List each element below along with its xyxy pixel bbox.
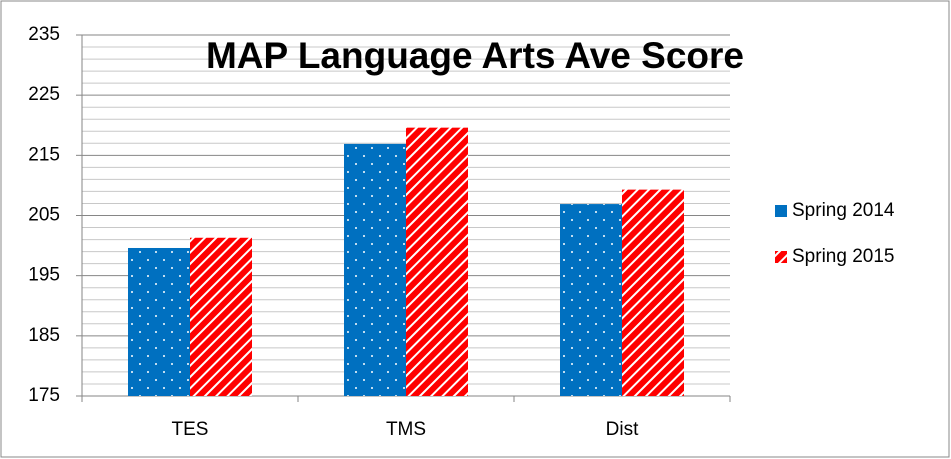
x-tick-label: TMS	[386, 419, 426, 440]
y-tick-label: 205	[28, 205, 60, 226]
legend-label: Spring 2015	[792, 246, 894, 267]
y-tick-label: 225	[28, 84, 60, 105]
x-tick-label: TES	[172, 419, 209, 440]
y-tick-label: 175	[28, 385, 60, 406]
bar	[128, 247, 190, 396]
y-tick-label: 235	[28, 24, 60, 45]
bar	[560, 204, 622, 396]
bar	[406, 127, 468, 396]
bar	[190, 237, 252, 396]
chart-title: MAP Language Arts Ave Score	[206, 35, 744, 76]
bar	[344, 143, 406, 396]
bar	[622, 189, 684, 396]
legend-label: Spring 2014	[792, 200, 895, 221]
y-tick-label: 215	[28, 144, 60, 165]
y-tick-label: 195	[28, 265, 60, 286]
x-tick-label: Dist	[606, 419, 639, 440]
legend-swatch	[775, 251, 787, 263]
y-tick-label: 185	[28, 325, 60, 346]
legend-swatch	[775, 205, 787, 217]
